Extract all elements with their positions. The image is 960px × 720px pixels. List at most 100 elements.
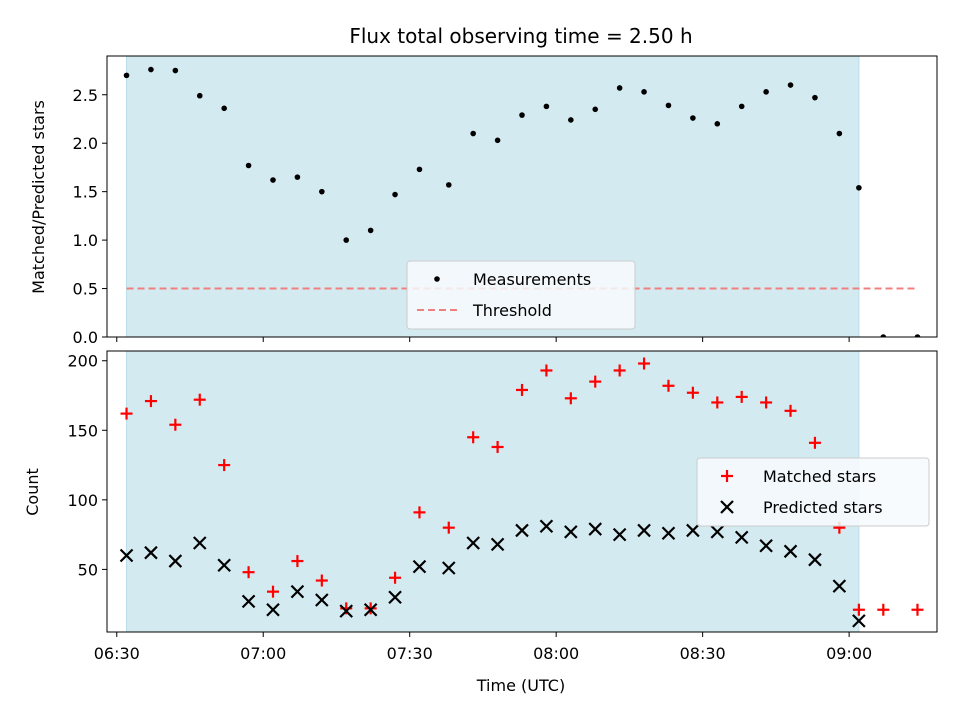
matched-stars-point [540,364,553,377]
matched-stars-point [467,431,480,444]
measurement-point [172,67,179,74]
count-panel: 50 100 150 200 06:30 07:00 07:30 08:00 08:30 09:0… [67,350,938,663]
y-tick-label: 2.0 [73,134,98,153]
legend: Matched stars Predicted stars [696,457,930,527]
predicted-stars-point [290,584,305,599]
x-stroke-b [315,593,329,607]
top-y-axis-label: Matched/Predicted stars [29,100,48,294]
measurement-point [812,94,818,101]
measurement-point [367,227,374,234]
measurement-point [714,121,721,127]
predicted-stars-point [441,561,456,575]
measurement-point [880,334,887,337]
x-stroke-b [759,538,773,553]
measurement-point [470,130,476,137]
legend-x-b [720,500,734,514]
predicted-stars-point [192,536,207,550]
x-stroke-b [290,584,305,599]
matched-stars-point [784,404,797,417]
x-tick-label: 07:00 [240,644,286,663]
predicted-stars-point [539,519,554,534]
ratio-panel: 0.0 0.5 1.0 1.5 2.0 2.5 Measurements Threshold [73,55,938,347]
predicted-stars-point [388,590,402,605]
legend-label: Threshold [472,301,552,320]
measurement-point [319,188,325,195]
matched-stars-point [218,459,231,472]
measurement-point [592,106,599,113]
matched-stars-point [638,357,651,370]
matched-stars-point [613,364,626,377]
x-stroke-b [515,523,529,538]
x-stroke-b [808,552,822,567]
x-stroke-b [441,561,456,575]
x-stroke-b [832,579,847,593]
x-stroke-b [388,590,402,605]
measurement-point [416,166,423,173]
measurement-point [763,89,769,95]
x-stroke-b [564,525,578,539]
predicted-stars-point [466,536,480,550]
x-stroke-b [686,523,700,538]
measurement-point [392,191,398,198]
measurement-point [221,105,227,112]
x-stroke-b [490,537,505,552]
x-stroke-b [661,526,676,541]
axes-frame [106,350,938,633]
matched-stars-point [242,566,255,579]
matched-stars-point [877,603,890,616]
y-tick-label: 200 [67,352,98,371]
plot-area [123,66,921,337]
predicted-stars-point [637,523,651,538]
matched-stars-point [413,506,426,519]
measurement-point [294,174,301,180]
matched-stars-point [193,393,206,406]
measurement-point [568,117,574,123]
matched-stars-point [911,603,924,616]
y-tick-label: 0.0 [73,328,98,347]
matched-stars-point [808,436,821,449]
matched-stars-point [389,571,402,584]
matched-stars-point [589,375,602,388]
chart-title: Flux total observing time = 2.50 h [349,24,692,48]
bottom-y-axis-label: Count [23,468,42,516]
matched-stars-point [564,392,577,405]
y-tick-label: 2.5 [73,86,98,105]
x-axis-label: Time (UTC) [476,676,565,695]
measurement-point [543,103,550,110]
measurement-point [123,72,130,79]
x-stroke-b [588,522,603,536]
y-tick-label: 0.5 [73,280,98,299]
matched-stars-point [267,585,279,598]
predicted-stars-point [412,559,427,574]
x-stroke-b [466,536,480,550]
y-tick-label: 100 [67,491,98,510]
matched-stars-point [169,418,182,431]
plot-area [119,357,924,628]
x-stroke-b [412,559,427,574]
measurement-point [836,130,843,137]
matched-stars-point [852,603,865,616]
measurement-point [445,182,452,188]
series-measurements [123,66,921,337]
matched-stars-point [491,440,504,453]
matched-stars-point [711,396,724,409]
predicted-stars-point [783,544,798,559]
measurement-point [148,66,154,73]
predicted-stars-point [759,538,773,553]
predicted-stars-point [490,537,505,552]
y-tick-label: 1.5 [73,183,98,202]
legend-label: Matched stars [763,467,876,486]
predicted-stars-point [119,548,134,563]
matched-stars-point [760,396,773,409]
predicted-stars-point [217,558,231,573]
predicted-stars-point [661,526,676,541]
matched-stars-point [662,379,675,392]
x-stroke-b [363,602,378,617]
predicted-stars-point [852,614,866,628]
matched-stars-point [442,521,455,534]
measurement-point [196,92,203,99]
measurement-point [914,334,921,337]
measurement-point [856,184,862,191]
x-tick-label: 08:00 [533,644,579,663]
y-tick-label: 50 [78,560,98,579]
